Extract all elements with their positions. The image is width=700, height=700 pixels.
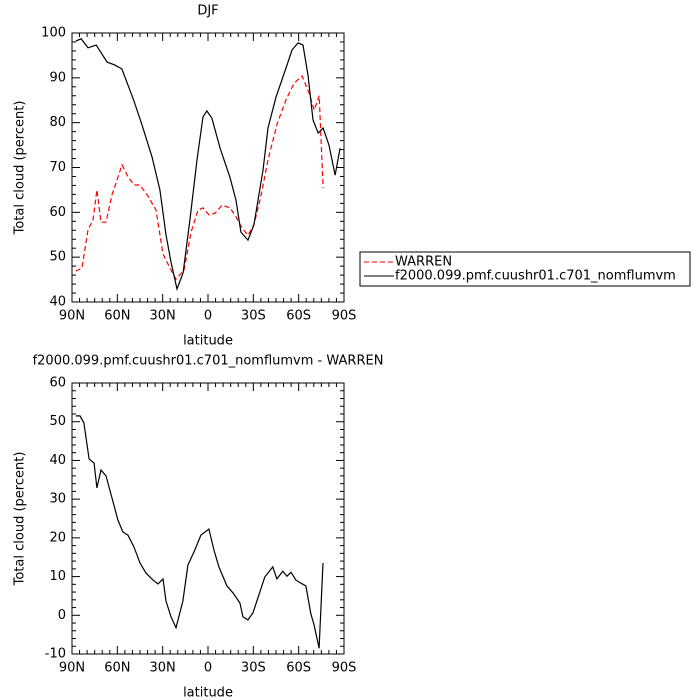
y-tick-label: 50 [49, 250, 66, 265]
y-tick-label: 80 [49, 115, 66, 130]
plot-frame [71, 32, 345, 303]
y-tick-label: 40 [49, 295, 66, 310]
x-tick-label: 30S [241, 309, 266, 324]
y-tick-label: 10 [49, 569, 66, 584]
y-tick-label: 70 [49, 160, 66, 175]
x-tick-label: 30S [241, 661, 266, 676]
y-tick-label: 50 [49, 414, 66, 429]
x-tick-label: 90N [59, 661, 85, 676]
y-tick-label: 90 [49, 70, 66, 85]
y-tick-label: 40 [49, 453, 66, 468]
x-tick-label: 90N [59, 309, 85, 324]
y-tick-label: 20 [49, 530, 66, 545]
series-line [75, 74, 324, 281]
y-tick-label: 60 [49, 376, 66, 391]
x-tick-label: 30N [150, 309, 176, 324]
x-tick-label: 0 [204, 309, 212, 324]
x-tick-label: 60N [104, 661, 130, 676]
y-axis-label: Total cloud (percent) [13, 101, 28, 236]
x-tick-label: 60S [286, 661, 311, 676]
x-tick-label: 0 [204, 661, 212, 676]
y-tick-label: 60 [49, 205, 66, 220]
x-tick-label: 90S [332, 309, 357, 324]
x-tick-label: 60S [286, 309, 311, 324]
x-tick-label: 60N [104, 309, 130, 324]
y-axis-label: Total cloud (percent) [13, 452, 28, 587]
series-line [75, 38, 341, 292]
x-axis-label: latitude [183, 334, 233, 349]
chart-title: f2000.099.pmf.cuushr01.c701_nomflumvm - … [33, 354, 384, 369]
series-line [75, 415, 324, 649]
chart-title: DJF [197, 4, 218, 19]
x-tick-label: 30N [150, 661, 176, 676]
y-tick-label: 30 [49, 492, 66, 507]
x-axis-label: latitude [183, 686, 233, 700]
y-tick-label: 100 [41, 26, 66, 41]
legend-label: f2000.099.pmf.cuushr01.c701_nomflumvm [395, 269, 676, 284]
legend-box [359, 251, 691, 287]
legend-label: WARREN [395, 255, 452, 270]
y-tick-label: 0 [58, 608, 66, 623]
y-tick-label: -10 [45, 647, 66, 662]
plot-frame [71, 382, 345, 655]
x-tick-label: 90S [332, 661, 357, 676]
